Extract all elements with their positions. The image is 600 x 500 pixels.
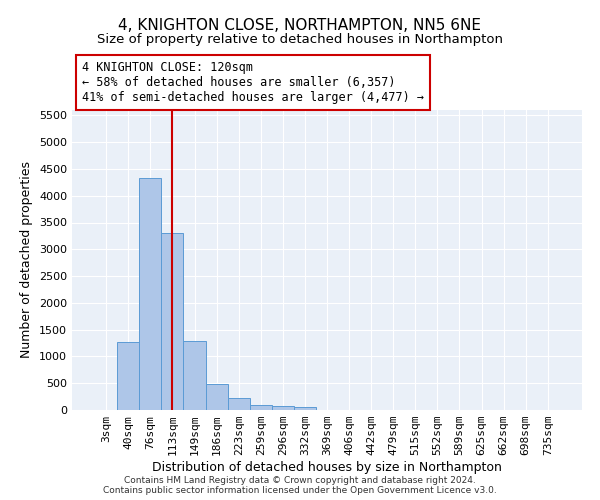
Text: 4 KNIGHTON CLOSE: 120sqm
← 58% of detached houses are smaller (6,357)
41% of sem: 4 KNIGHTON CLOSE: 120sqm ← 58% of detach… (82, 61, 424, 104)
X-axis label: Distribution of detached houses by size in Northampton: Distribution of detached houses by size … (152, 461, 502, 474)
Bar (272, 406, 294, 410)
Text: Contains HM Land Registry data © Crown copyright and database right 2024.
Contai: Contains HM Land Registry data © Crown c… (103, 476, 497, 495)
Y-axis label: Number of detached properties: Number of detached properties (20, 162, 34, 358)
Bar (161, 233, 184, 410)
Text: Size of property relative to detached houses in Northampton: Size of property relative to detached ho… (97, 32, 503, 46)
Bar (227, 398, 250, 410)
Bar (139, 178, 161, 410)
Bar (250, 405, 272, 410)
Text: 4, KNIGHTON CLOSE, NORTHAMPTON, NN5 6NE: 4, KNIGHTON CLOSE, NORTHAMPTON, NN5 6NE (119, 18, 482, 32)
Bar (206, 384, 227, 410)
Bar (117, 342, 139, 410)
Bar (294, 407, 316, 410)
Bar (184, 342, 206, 410)
